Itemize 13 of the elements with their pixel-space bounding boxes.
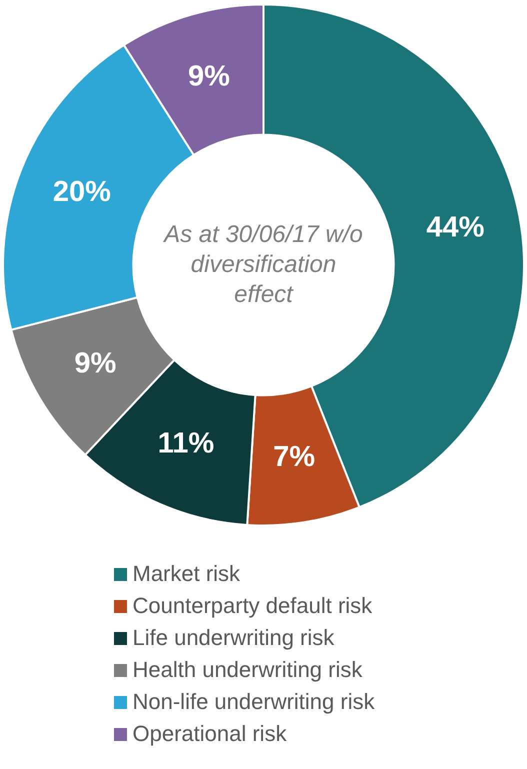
text: As at 30/06/17 w/o diversification effect [164,220,364,310]
legend-label: Health underwriting risk [132,657,362,683]
legend-label: Non-life underwriting risk [132,689,375,715]
data-label: 44% [426,211,485,244]
legend-label: Operational risk [132,721,287,747]
data-label: 7% [273,440,316,473]
data-label: 9% [188,60,230,92]
data-label: 9% [74,347,116,380]
legend-label: Market risk [132,561,240,587]
legend-label: Life underwriting risk [132,625,334,651]
data-label: 11% [158,427,214,460]
legend-label: Counterparty default risk [132,593,372,619]
data-label: 20% [52,176,112,208]
